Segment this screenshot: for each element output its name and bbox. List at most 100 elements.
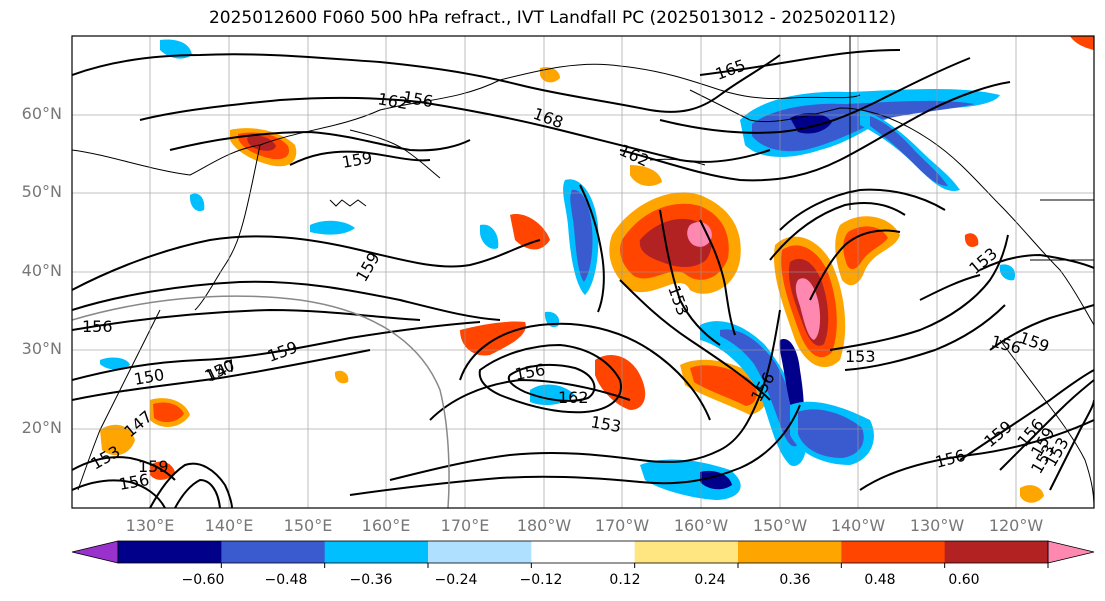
- colorbar-tick-label: −0.60: [181, 572, 225, 588]
- shade-positive: [843, 226, 888, 270]
- contour-line: [349, 404, 801, 496]
- contour-line: [699, 49, 901, 76]
- shade-positive: [1020, 485, 1044, 503]
- colorbar-tick-label: 0.36: [779, 572, 811, 588]
- colorbar-segment: [428, 541, 532, 563]
- lon-label: 170°W: [594, 516, 650, 535]
- colorbar-outline: [117, 540, 1049, 564]
- lon-label: 160°W: [673, 516, 729, 535]
- contour-line: [699, 219, 736, 336]
- contour-line: [289, 150, 431, 166]
- coastline: [194, 144, 261, 311]
- coastline: [999, 339, 1094, 508]
- contour-line: [619, 81, 1011, 182]
- shade-negative: [100, 357, 130, 370]
- contour-line: [72, 456, 176, 481]
- lon-label: 150°W: [752, 516, 808, 535]
- colorbar-segment: [634, 541, 739, 563]
- lon-label: 140°W: [830, 516, 886, 535]
- shade-negative: [480, 224, 499, 249]
- colorbar-tick-label: −0.12: [519, 572, 563, 588]
- colorbar-segment: [324, 541, 429, 563]
- shade-negative: [190, 193, 205, 212]
- colorbar-segment: [118, 541, 222, 563]
- contour-line: [579, 184, 605, 313]
- contour-line: [999, 379, 1094, 471]
- contour-line: [859, 419, 1094, 491]
- colorbar-tick-label: 0.60: [948, 572, 980, 588]
- coastline-layer: [72, 36, 1094, 508]
- colorbar-segment: [841, 541, 946, 563]
- contour-line: [72, 53, 781, 113]
- colorbar-tick-label: −0.36: [349, 572, 393, 588]
- lat-label: 40°N: [21, 261, 62, 280]
- shade-positive: [630, 165, 662, 186]
- lon-label: 180°W: [516, 516, 572, 535]
- contour-label: 162: [558, 388, 589, 407]
- map-title: 2025012600 F060 500 hPa refract., IVT La…: [208, 8, 896, 28]
- contour-line: [919, 274, 981, 301]
- lon-label: 130°W: [909, 516, 965, 535]
- shade-positive: [540, 67, 560, 83]
- contour-line: [72, 280, 501, 321]
- contour-line: [72, 321, 481, 381]
- lat-label: 60°N: [21, 104, 62, 123]
- contour-layer: [72, 49, 1094, 508]
- contour-line: [959, 369, 1094, 461]
- reference-arc: [72, 295, 450, 508]
- contour-line: [507, 363, 596, 402]
- colorbar-extend-max: [1047, 540, 1095, 564]
- coastline: [689, 89, 1094, 326]
- colorbar-segment: [221, 541, 326, 563]
- shade-negative: [570, 189, 593, 282]
- shade-negative: [640, 459, 741, 500]
- shade-positive: [1070, 36, 1094, 50]
- shade-negative: [310, 220, 355, 235]
- contour-line: [769, 202, 906, 261]
- coastline: [329, 199, 367, 207]
- shade-positive: [334, 370, 349, 384]
- contour-line: [72, 479, 166, 508]
- shade-positive: [247, 135, 276, 151]
- coastline: [77, 309, 161, 491]
- colorbar: [71, 540, 1095, 568]
- lat-label: 50°N: [21, 182, 62, 201]
- contour-line: [1049, 399, 1094, 491]
- lon-label: 150°E: [283, 516, 333, 535]
- gridlines: [72, 36, 1094, 508]
- contour-line: [478, 343, 622, 414]
- contour-line: [174, 478, 221, 508]
- contour-line: [619, 279, 771, 401]
- contour-line: [844, 304, 1006, 371]
- colorbar-segment: [738, 541, 842, 563]
- shade-negative: [700, 470, 732, 490]
- shade-negative: [798, 409, 864, 458]
- contour-line: [459, 322, 711, 421]
- lon-label: 120°W: [988, 516, 1044, 535]
- contour-line: [989, 304, 1094, 351]
- colorbar-tick-label: −0.48: [264, 572, 308, 588]
- lon-label: 140°E: [204, 516, 254, 535]
- contour-line: [72, 349, 371, 401]
- colorbar-segment: [944, 541, 1049, 563]
- colorbar-tick-label: 0.48: [864, 572, 896, 588]
- colorbar-tick-label: 0.24: [694, 572, 726, 588]
- contour-line: [659, 209, 721, 346]
- colorbar-segment: [531, 541, 636, 563]
- contour-label: 153: [845, 347, 876, 366]
- lat-label: 30°N: [21, 339, 62, 358]
- shade-positive: [460, 321, 526, 356]
- colorbar-extend-min: [71, 540, 119, 564]
- shade-positive: [687, 222, 712, 247]
- lon-label: 170°E: [440, 516, 490, 535]
- shade-negative: [160, 39, 192, 59]
- contour-line: [72, 235, 541, 291]
- contour-line: [429, 378, 631, 421]
- contour-line: [169, 130, 471, 152]
- contour-line: [979, 253, 1094, 271]
- contour-line: [139, 96, 771, 163]
- contour-label: 156: [82, 317, 113, 336]
- contour-line: [149, 462, 233, 508]
- contour-line: [779, 188, 946, 231]
